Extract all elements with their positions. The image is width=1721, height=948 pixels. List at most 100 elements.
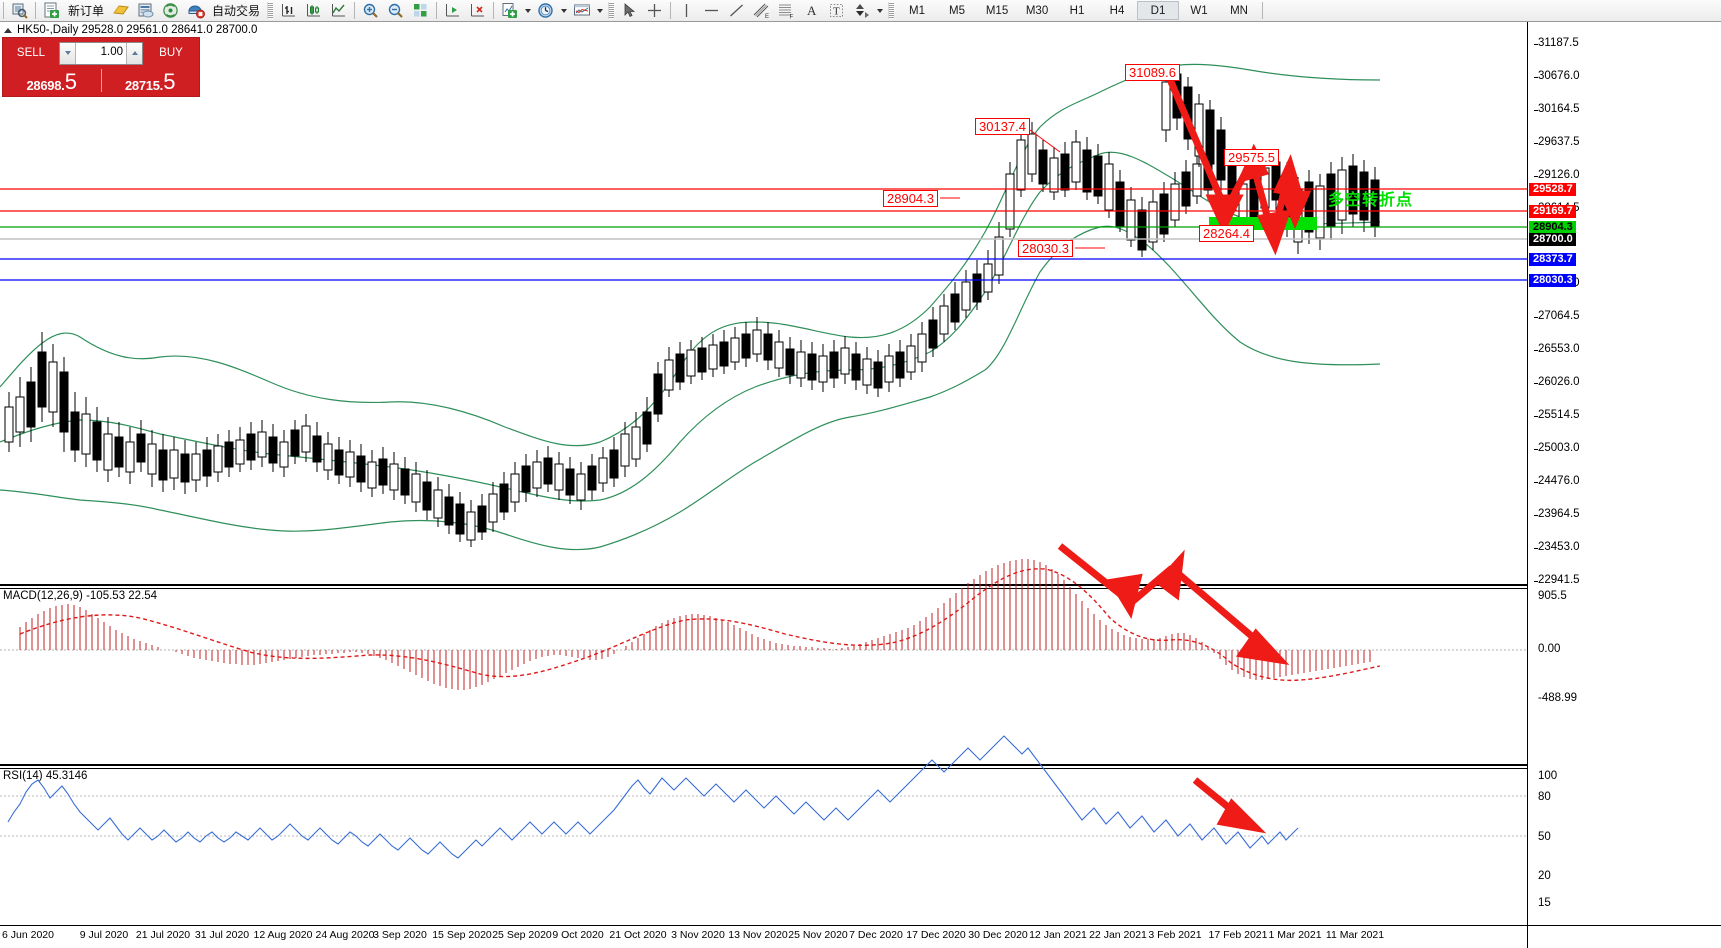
fibonacci-icon[interactable]: F [774,1,799,21]
annotation-28030[interactable]: 28030.3 [1018,240,1073,257]
price-label-28904[interactable]: 28904.3 [1529,221,1576,234]
period-dropdown-arrow[interactable] [558,1,569,21]
annotation-31089[interactable]: 31089.6 [1125,64,1180,81]
timeframe-m30[interactable]: M30 [1025,4,1049,17]
one-click-trading-panel[interactable]: SELL 1.00 BUY 28698 . 5 28715 . 5 [2,37,200,97]
signals-icon[interactable] [158,1,183,21]
y-tick: 23964.5 [1534,508,1580,520]
timeframe-mn[interactable]: MN [1230,4,1248,17]
autotrading-icon[interactable] [183,1,208,21]
toolbar-grip[interactable] [888,2,895,19]
chart-window[interactable]: HK50-,Daily 29528.0 29561.0 28641.0 2870… [0,22,1721,948]
chart-plot-area[interactable]: HK50-,Daily 29528.0 29561.0 28641.0 2870… [0,22,1527,925]
new-order-icon[interactable] [39,1,64,21]
price-label-28030[interactable]: 28030.3 [1529,274,1576,287]
toolbar-divider [493,2,495,19]
x-tick: 9 Oct 2020 [552,929,604,941]
arrows-dropdown-arrow[interactable] [874,1,885,21]
sell-button[interactable]: SELL [6,42,56,64]
y-tick: 22941.5 [1534,574,1580,586]
sell-price-dot: . [61,78,65,93]
line-chart-icon[interactable] [326,1,351,21]
toolbar-grip[interactable] [267,2,274,19]
volume-value[interactable]: 1.00 [100,45,123,58]
timeframe-h4[interactable]: H4 [1109,4,1125,17]
price-label-29528[interactable]: 29528.7 [1529,183,1576,196]
templates-dropdown-arrow[interactable] [594,1,605,21]
y-tick-rsi: 50 [1538,831,1551,843]
zoom-in-icon[interactable] [358,1,383,21]
x-tick: 11 Mar 2021 [1325,929,1385,941]
vertical-line-icon[interactable] [674,1,699,21]
annotation-28264[interactable]: 28264.4 [1199,225,1254,242]
svg-text:F: F [790,15,794,20]
new-order-label[interactable]: 新订单 [68,4,105,18]
price-axis[interactable]: 31187.5 30676.0 30164.5 29637.5 29126.0 … [1527,22,1721,925]
timeframe-h1[interactable]: H1 [1069,4,1085,17]
expand-triangle-icon[interactable] [4,27,12,33]
x-tick: 7 Dec 2020 [849,929,903,941]
volume-decrement-icon[interactable] [60,42,76,64]
y-tick-macd: 905.5 [1538,590,1567,602]
sell-price[interactable]: 28698 . 5 [3,66,101,95]
annotation-turning-point-cn[interactable]: 多空转折点 [1328,192,1414,209]
buy-price[interactable]: 28715 . 5 [102,66,200,95]
period-combo[interactable] [533,1,569,21]
one-click-trading-controls[interactable]: SELL 1.00 BUY [3,38,199,66]
templates-icon[interactable] [569,1,594,21]
arrows-icon[interactable] [849,1,874,21]
symbol-search-icon[interactable] [7,1,32,21]
annotation-30137[interactable]: 30137.4 [975,118,1030,135]
toolbar-grip[interactable] [608,2,615,19]
date-axis[interactable]: 6 Jun 2020 9 Jul 2020 21 Jul 2020 31 Jul… [0,925,1527,948]
buy-price-frac: 5 [163,69,176,95]
cursor-icon[interactable] [617,1,642,21]
volume-stepper[interactable]: 1.00 [59,41,143,65]
buy-button[interactable]: BUY [146,42,196,64]
timeframe-d1[interactable]: D1 [1137,1,1180,20]
x-tick: 21 Oct 2020 [609,929,667,941]
history-icon[interactable] [108,1,133,21]
timeframe-m15[interactable]: M15 [985,4,1009,17]
trendline-icon[interactable] [724,1,749,21]
indicators-combo[interactable] [497,1,533,21]
volume-increment-icon[interactable] [126,42,142,64]
toolbar-divider [670,2,672,19]
annotation-29575[interactable]: 29575.5 [1224,149,1279,166]
one-click-trading-prices[interactable]: 28698 . 5 28715 . 5 [3,66,199,95]
candlestick-chart-icon[interactable] [301,1,326,21]
y-tick: 23453.0 [1534,541,1580,553]
text-icon[interactable]: A [799,1,824,21]
price-label-28373[interactable]: 28373.7 [1529,253,1576,266]
axis-corner [1527,925,1721,948]
arrows-combo[interactable] [849,1,885,21]
tile-windows-icon[interactable] [408,1,433,21]
candlesticks-svg [4,64,1380,547]
price-label-29169[interactable]: 29169.7 [1529,205,1576,218]
timeframe-w1[interactable]: W1 [1190,4,1208,17]
clock-icon[interactable] [533,1,558,21]
manual-drawings-svg[interactable] [0,22,1527,925]
templates-combo[interactable] [569,1,605,21]
main-toolbar: 新订单 自动交易 [0,0,1721,22]
buy-price-int: 28715 [124,78,160,93]
zoom-out-icon[interactable] [383,1,408,21]
y-tick: 25514.5 [1534,409,1580,421]
chart-shift-icon[interactable] [440,1,465,21]
price-label-28700-current[interactable]: 28700.0 [1529,233,1576,246]
indicators-dropdown-arrow[interactable] [522,1,533,21]
timeframe-m5[interactable]: M5 [949,4,966,17]
horizontal-line-icon[interactable] [699,1,724,21]
bar-chart-icon[interactable] [276,1,301,21]
equidistant-channel-icon[interactable]: E [749,1,774,21]
timeframe-m1[interactable]: M1 [909,4,926,17]
autotrading-label[interactable]: 自动交易 [212,4,261,18]
text-label-icon[interactable]: T [824,1,849,21]
y-tick-macd: -488.99 [1538,692,1578,704]
annotation-28904[interactable]: 28904.3 [883,190,938,207]
data-window-icon[interactable] [133,1,158,21]
crosshair-icon[interactable] [642,1,667,21]
chart-autoscroll-icon[interactable] [465,1,490,21]
y-tick: 27064.5 [1534,310,1580,322]
indicators-icon[interactable] [497,1,522,21]
